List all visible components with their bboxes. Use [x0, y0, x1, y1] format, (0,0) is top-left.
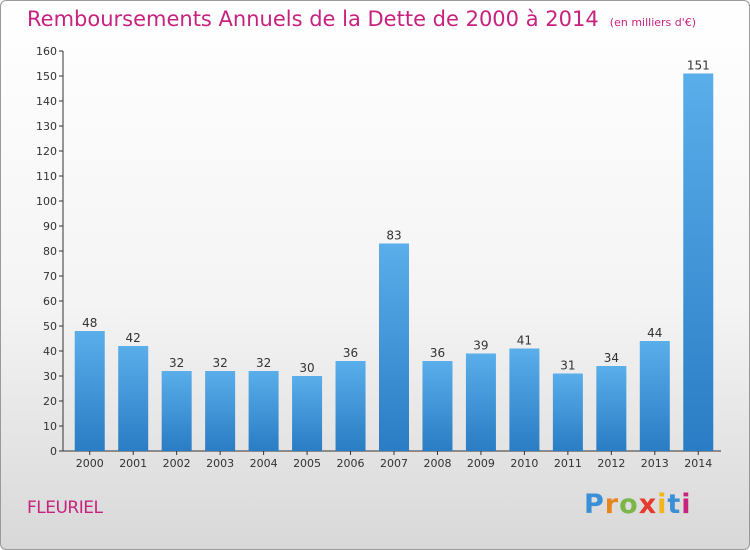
bar-value-label: 48 [82, 316, 97, 330]
y-tick-label: 50 [43, 320, 57, 333]
y-tick-label: 40 [43, 345, 57, 358]
bar [552, 373, 583, 451]
unit-note: (en milliers d'€) [609, 16, 697, 29]
y-tick-label: 10 [43, 420, 57, 433]
y-tick-label: 80 [43, 245, 57, 258]
logo-letter: P [584, 489, 605, 520]
bar [335, 361, 366, 451]
x-tick-label: 2014 [684, 457, 712, 470]
y-tick-label: 70 [43, 270, 57, 283]
logo-letter: i [681, 489, 692, 520]
chart-title: Remboursements Annuels de la Dette de 20… [27, 7, 696, 31]
bar-value-label: 42 [126, 331, 141, 345]
y-tick-label: 60 [43, 295, 57, 308]
logo-letter: t [667, 489, 682, 520]
y-tick-label: 100 [36, 195, 57, 208]
bar [683, 73, 714, 451]
x-tick-label: 2002 [163, 457, 191, 470]
y-tick-label: 20 [43, 395, 57, 408]
bar [596, 366, 627, 451]
bar-value-label: 83 [386, 229, 401, 243]
bar-value-label: 32 [256, 356, 271, 370]
x-tick-label: 2010 [510, 457, 538, 470]
x-tick-label: 2011 [554, 457, 582, 470]
bar-value-label: 32 [169, 356, 184, 370]
bar-value-label: 34 [604, 351, 619, 365]
bar [639, 341, 670, 451]
y-tick-label: 130 [36, 120, 57, 133]
bar [248, 371, 279, 451]
x-tick-label: 2009 [467, 457, 495, 470]
x-tick-label: 2012 [597, 457, 625, 470]
x-tick-label: 2003 [206, 457, 234, 470]
y-tick-label: 120 [36, 145, 57, 158]
y-tick-label: 160 [36, 45, 57, 58]
bar [509, 348, 540, 451]
bar-value-label: 31 [560, 359, 575, 373]
bar [205, 371, 236, 451]
bar-value-label: 36 [430, 346, 445, 360]
x-tick-label: 2004 [250, 457, 278, 470]
x-tick-label: 2007 [380, 457, 408, 470]
logo-letter: o [619, 489, 639, 520]
x-tick-label: 2000 [76, 457, 104, 470]
y-tick-label: 0 [50, 445, 57, 458]
commune-name: FLEURIEL [27, 498, 103, 518]
x-tick-label: 2008 [423, 457, 451, 470]
bar [292, 376, 323, 451]
bar [422, 361, 453, 451]
bar [379, 243, 409, 451]
bar-value-label: 36 [343, 346, 358, 360]
bar-value-label: 39 [473, 339, 488, 353]
logo-letter: r [604, 489, 620, 520]
x-tick-label: 2006 [337, 457, 365, 470]
y-tick-label: 150 [36, 70, 57, 83]
title-text: Remboursements Annuels de la Dette de 20… [27, 7, 599, 31]
bar-value-label: 41 [517, 334, 532, 348]
bar-value-label: 44 [647, 326, 662, 340]
y-tick-label: 30 [43, 370, 57, 383]
y-tick-label: 110 [36, 170, 57, 183]
proxiti-logo: Proxiti [584, 489, 692, 520]
bar-value-label: 151 [687, 59, 710, 73]
y-tick-label: 90 [43, 220, 57, 233]
x-tick-label: 2005 [293, 457, 321, 470]
bar [465, 353, 496, 451]
x-tick-label: 2013 [641, 457, 669, 470]
bar [118, 346, 149, 451]
bar-value-label: 32 [212, 356, 227, 370]
logo-letter: i [657, 489, 668, 520]
bar [161, 371, 192, 451]
bar [74, 331, 105, 451]
logo-letter: x [638, 489, 658, 520]
x-tick-label: 2001 [119, 457, 147, 470]
bar-value-label: 30 [299, 361, 314, 375]
y-tick-label: 140 [36, 95, 57, 108]
